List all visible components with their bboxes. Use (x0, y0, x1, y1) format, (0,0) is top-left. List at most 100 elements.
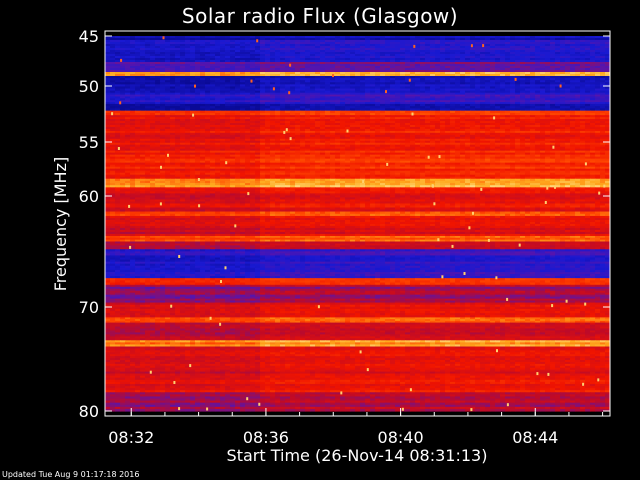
heatmap-cell (310, 66, 316, 69)
heatmap-cell (275, 36, 281, 39)
heatmap-cell (445, 68, 451, 71)
heatmap-cell (565, 80, 571, 83)
heatmap-cell (490, 62, 496, 65)
heatmap-cell (110, 66, 116, 69)
heatmap-cell (190, 56, 196, 59)
heatmap-cell (390, 38, 396, 41)
heatmap-cell (495, 84, 501, 88)
heatmap-cell (205, 88, 211, 92)
heatmap-cell (200, 82, 206, 85)
heatmap-cell (360, 36, 366, 39)
heatmap-cell (390, 58, 396, 61)
heatmap-cell (335, 52, 341, 55)
heatmap-cell (135, 74, 141, 77)
heatmap-cell (305, 82, 311, 85)
heatmap-cell (505, 90, 511, 94)
heatmap-cell (200, 36, 206, 39)
heatmap-cell (195, 60, 201, 63)
heatmap-cell (280, 90, 286, 94)
heatmap-cell (135, 84, 141, 88)
heatmap-cell (290, 72, 296, 75)
heatmap-cell (210, 36, 216, 39)
heatmap-cell (410, 68, 416, 71)
heatmap-cell (135, 46, 141, 49)
heatmap-cell (405, 82, 411, 85)
heatmap-cell (525, 70, 531, 73)
heatmap-cell (185, 68, 191, 71)
heatmap-cell (120, 76, 126, 79)
heatmap-cell (300, 58, 306, 61)
heatmap-cell (575, 56, 581, 59)
heatmap-cell (535, 82, 541, 85)
heatmap-cell (430, 46, 436, 49)
heatmap-cell (550, 70, 556, 73)
heatmap-cell (600, 58, 606, 61)
heatmap-cell (450, 76, 456, 79)
heatmap-cell (365, 68, 371, 71)
heatmap-cell (600, 56, 606, 59)
heatmap-cell (460, 64, 466, 67)
heatmap-cell (325, 46, 331, 49)
heatmap-cell (280, 40, 286, 43)
heatmap-cell (510, 90, 516, 94)
heatmap-cell (460, 66, 466, 69)
heatmap-cell (255, 60, 261, 63)
heatmap-cell (395, 78, 401, 81)
heatmap-cell (115, 52, 121, 55)
heatmap-cell (435, 82, 441, 85)
heatmap-cell (115, 70, 121, 73)
heatmap-cell (390, 48, 396, 51)
heatmap-cell (545, 84, 551, 88)
heatmap-cell (355, 54, 361, 57)
heatmap-cell (225, 64, 231, 67)
heatmap-cell (385, 62, 391, 65)
heatmap-cell (415, 70, 421, 73)
heatmap-cell (310, 82, 316, 85)
heatmap-cell (210, 66, 216, 69)
heatmap-cell (360, 38, 366, 41)
heatmap-cell (375, 56, 381, 59)
heatmap-cell (200, 48, 206, 51)
heatmap-cell (425, 62, 431, 65)
heatmap-cell (410, 88, 416, 92)
heatmap-cell (510, 70, 516, 73)
heatmap-cell (250, 84, 256, 88)
heatmap-cell (160, 78, 166, 81)
heatmap-cell (380, 36, 386, 39)
heatmap-cell (335, 38, 341, 41)
heatmap-cell (345, 58, 351, 61)
heatmap-cell (575, 90, 581, 94)
heatmap-cell (580, 64, 586, 67)
heatmap-cell (555, 70, 561, 73)
heatmap-cell (280, 60, 286, 63)
heatmap-cell (190, 72, 196, 75)
heatmap-cell (520, 50, 526, 53)
heatmap-cell (230, 84, 236, 88)
heatmap-cell (570, 64, 576, 67)
heatmap-cell (265, 42, 271, 45)
heatmap-cell (525, 76, 531, 79)
heatmap-cell (410, 52, 416, 55)
heatmap-cell (505, 64, 511, 67)
heatmap-cell (235, 90, 241, 94)
heatmap-cell (290, 42, 296, 45)
heatmap-cell (480, 48, 486, 51)
heatmap-cell (190, 86, 196, 90)
heatmap-cell (245, 44, 251, 47)
heatmap-cell (125, 36, 131, 39)
heatmap-cell (110, 80, 116, 83)
heatmap-cell (195, 38, 201, 41)
heatmap-cell (245, 56, 251, 59)
heatmap-cell (215, 78, 221, 81)
heatmap-cell (380, 76, 386, 79)
heatmap-cell (515, 60, 521, 63)
heatmap-cell (455, 82, 461, 85)
heatmap-cell (245, 80, 251, 83)
heatmap-cell (505, 44, 511, 47)
heatmap-cell (530, 78, 536, 81)
heatmap-cell (220, 76, 226, 79)
heatmap-cell (445, 64, 451, 67)
heatmap-cell (290, 44, 296, 47)
heatmap-cell (420, 80, 426, 83)
heatmap-cell (340, 40, 346, 43)
